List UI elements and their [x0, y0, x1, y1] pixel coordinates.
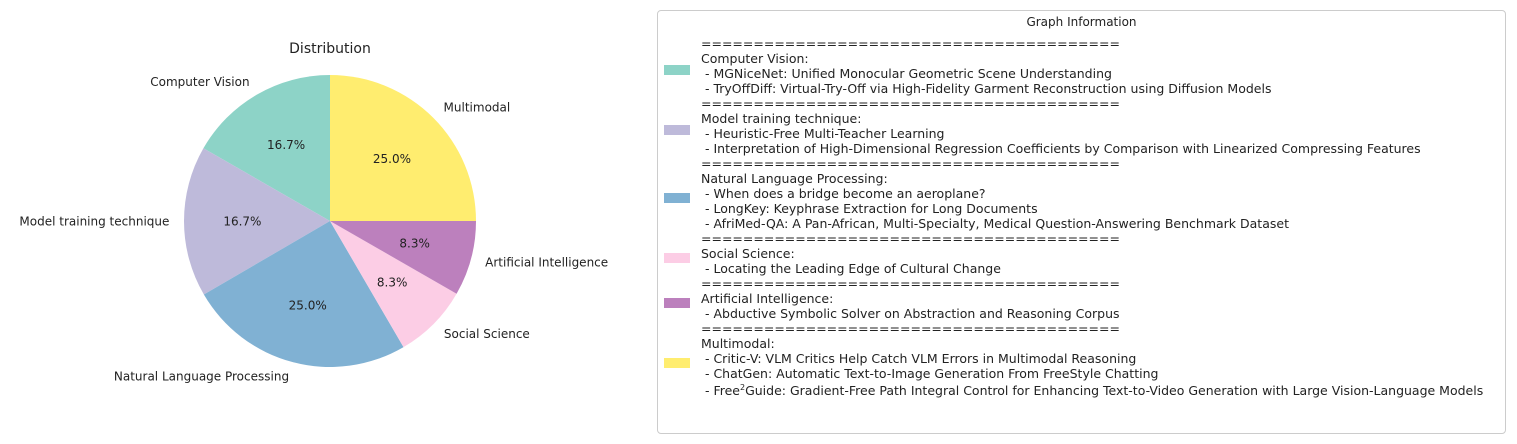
legend-swatch — [664, 65, 690, 75]
pie-slice-computer-vision — [203, 75, 330, 221]
legend-group-header: Social Science: — [701, 246, 795, 261]
legend-swatch — [664, 125, 690, 135]
legend-item: - Free2Guide: Gradient-Free Path Integra… — [701, 383, 1484, 398]
legend-separator: ======================================== — [701, 36, 1120, 51]
legend-item: - Abductive Symbolic Solver on Abstracti… — [701, 306, 1120, 321]
pie-category-label: Model training technique — [19, 215, 169, 229]
legend-item: - TryOffDiff: Virtual-Try-Off via High-F… — [701, 81, 1272, 96]
pie-percent-label: 16.7% — [223, 214, 261, 228]
pie-slice-social-science — [330, 221, 457, 348]
pie-slice-natural-language-processing — [203, 221, 404, 367]
legend-title: Graph Information — [1026, 15, 1137, 29]
legend-item: - Critic-V: VLM Critics Help Catch VLM E… — [701, 351, 1137, 366]
pie-percent-label: 25.0% — [289, 299, 327, 313]
pie-category-label: Computer Vision — [150, 75, 249, 89]
pie-percent-label: 25.0% — [373, 152, 411, 166]
legend-separator: ======================================== — [701, 231, 1120, 246]
legend-item: - ChatGen: Automatic Text-to-Image Gener… — [701, 366, 1159, 381]
legend-swatch — [664, 193, 690, 203]
chart-title: Distribution — [289, 41, 371, 57]
pie-category-label: Natural Language Processing — [114, 369, 289, 383]
legend-box: Graph Information ======================… — [657, 10, 1506, 434]
legend-item: - Heuristic-Free Multi-Teacher Learning — [701, 126, 945, 141]
legend-group-header: Model training technique: — [701, 111, 862, 126]
pie-percent-label: 8.3% — [377, 276, 408, 290]
legend-swatch — [664, 358, 690, 368]
legend-item: - Locating the Leading Edge of Cultural … — [701, 261, 1001, 276]
pie-slice-multimodal — [330, 75, 476, 221]
legend-separator: ======================================== — [701, 321, 1120, 336]
legend-item: - Interpretation of High-Dimensional Reg… — [701, 141, 1421, 156]
legend-group-header: Computer Vision: — [701, 51, 809, 66]
legend-item: - MGNiceNet: Unified Monocular Geometric… — [701, 66, 1112, 81]
pie-percent-label: 16.7% — [267, 138, 305, 152]
pie-percent-label: 8.3% — [399, 237, 430, 251]
legend-swatch — [664, 298, 690, 308]
legend-group-header: Artificial Intelligence: — [701, 291, 834, 306]
legend-item: - When does a bridge become an aeroplane… — [701, 186, 986, 201]
legend-separator: ======================================== — [701, 96, 1120, 111]
pie-slice-model-training-technique — [184, 148, 330, 295]
pie-chart: Distribution 16.7% Computer Vision 16.7% Mo… — [19, 41, 608, 383]
legend-group-header: Multimodal: — [701, 336, 775, 351]
legend-swatch — [664, 253, 690, 263]
pie-slice-artificial-intelligence — [330, 221, 476, 294]
pie-category-label: Artificial Intelligence — [485, 255, 608, 269]
legend-item: - AfriMed-QA: A Pan-African, Multi-Speci… — [701, 216, 1289, 231]
legend-item: - LongKey: Keyphrase Extraction for Long… — [701, 201, 1038, 216]
pie-category-label: Social Science — [444, 327, 530, 341]
pie-category-label: Multimodal — [444, 100, 511, 114]
legend-separator: ======================================== — [701, 276, 1120, 291]
legend-separator: ======================================== — [701, 156, 1120, 171]
legend-group-header: Natural Language Processing: — [701, 171, 888, 186]
